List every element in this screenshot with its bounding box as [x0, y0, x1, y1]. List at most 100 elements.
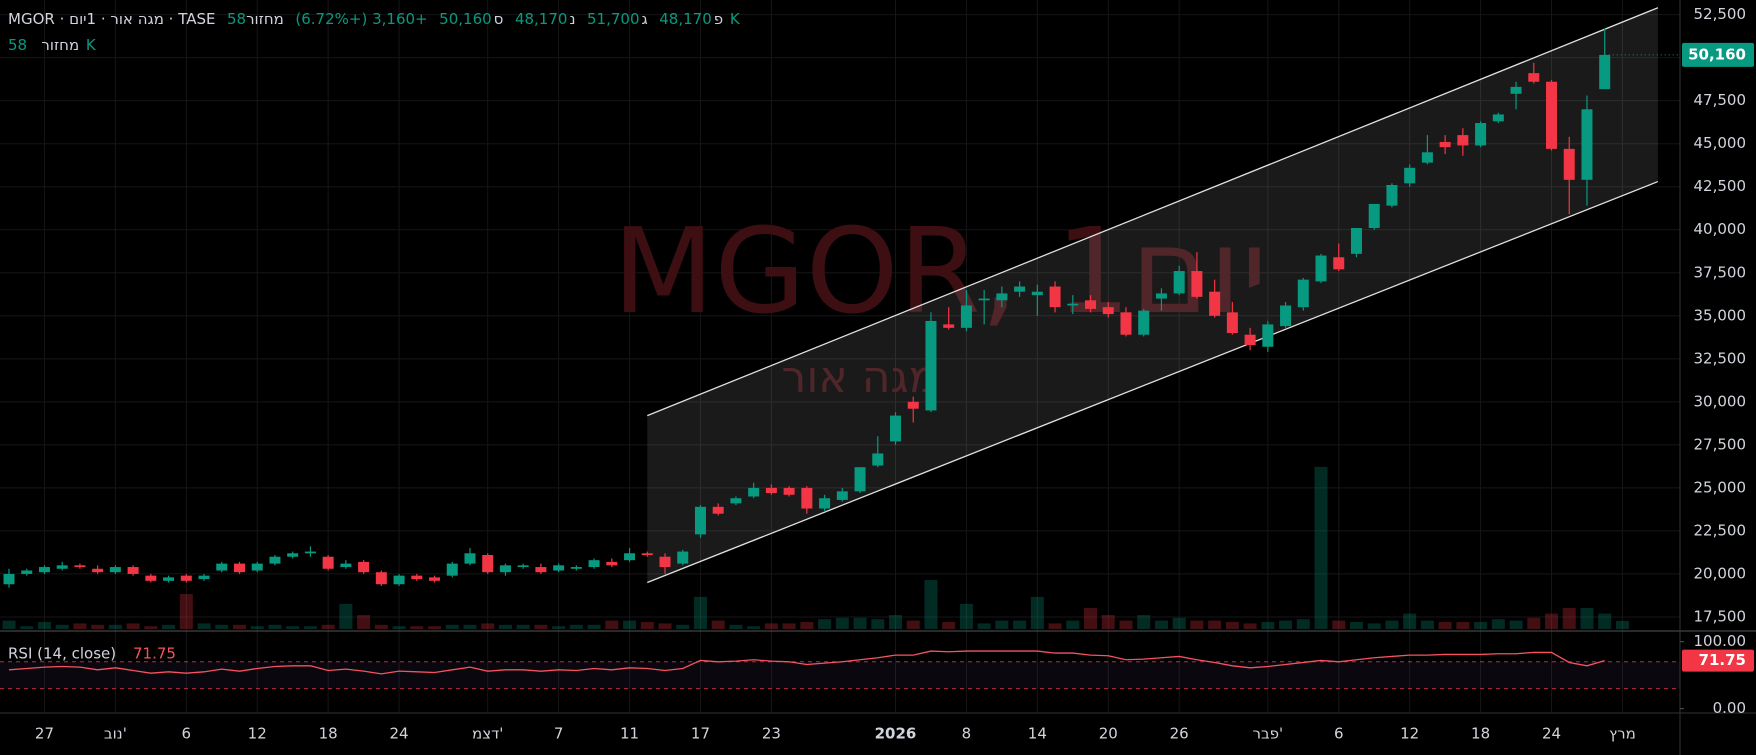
- volume-bar: [481, 623, 495, 629]
- volume-bar: [1066, 620, 1080, 629]
- candle-body: [1421, 152, 1433, 163]
- x-tick-label: 2026: [875, 725, 917, 743]
- volume-bar: [853, 617, 867, 629]
- watermark: MGOR, 1יום: [612, 202, 1267, 340]
- volume-bar: [339, 603, 353, 629]
- volume-bar: [2, 620, 16, 629]
- candle-body: [233, 563, 245, 573]
- candle-body: [499, 565, 511, 573]
- ohlc-value: 48,170: [514, 10, 568, 28]
- volume-bar: [1474, 622, 1488, 629]
- volume-bar: [1279, 620, 1293, 629]
- candle-body: [464, 553, 476, 564]
- volume-bar: [215, 624, 229, 629]
- candle-body: [1528, 73, 1540, 82]
- candle-body: [907, 401, 919, 409]
- rsi-line: [8, 650, 1605, 675]
- volume-bar: [977, 623, 991, 629]
- volume-bar: [1332, 620, 1346, 629]
- candle-body: [1475, 123, 1487, 146]
- x-tick-label: 18: [319, 725, 338, 743]
- volume-bar: [126, 623, 140, 629]
- candle-body: [1014, 286, 1026, 292]
- volume-bar: [1154, 620, 1168, 629]
- candle-body: [553, 565, 565, 571]
- y-tick-label: 30,000: [1694, 392, 1747, 410]
- volume-bar: [959, 603, 973, 629]
- candle-body: [1297, 279, 1309, 308]
- candle-body: [127, 567, 139, 574]
- candle-body: [624, 553, 636, 561]
- watermark-subtitle: מגה אור: [782, 352, 939, 403]
- x-tick-label: 14: [1028, 725, 1047, 743]
- volume-bar: [871, 619, 885, 629]
- candle-body: [411, 575, 423, 580]
- volume-bar: [1580, 608, 1594, 629]
- volume-bar: [1509, 620, 1523, 629]
- volume-bar: [764, 623, 778, 629]
- candle-body: [1546, 81, 1558, 149]
- candle-body: [1333, 257, 1345, 270]
- volume-bar: [1119, 620, 1133, 629]
- candle-body: [996, 293, 1008, 301]
- volume-bar: [428, 626, 442, 629]
- candle-body: [712, 506, 724, 514]
- volume-bar: [995, 620, 1009, 629]
- volume-bar: [1314, 466, 1328, 629]
- candle-body: [1439, 141, 1451, 148]
- candle-body: [765, 487, 777, 494]
- volume-bar: [1598, 613, 1612, 629]
- volume-bar: [676, 624, 690, 629]
- candle-body: [1102, 307, 1114, 315]
- volume-bar: [1527, 617, 1541, 629]
- volume-bar: [658, 623, 672, 629]
- rsi-tick-label: 0.00: [1713, 699, 1746, 717]
- rsi-tag-label: 71.75: [1699, 651, 1746, 669]
- candle-body: [588, 560, 600, 568]
- candle-body: [890, 415, 901, 442]
- candle-body: [482, 555, 494, 573]
- candle-body: [1510, 86, 1522, 94]
- candle-body: [1085, 300, 1097, 309]
- volume-bar: [1491, 619, 1505, 629]
- volume-bar: [942, 622, 956, 629]
- y-tick-label: 22,500: [1694, 521, 1747, 539]
- candle-body: [854, 467, 866, 492]
- x-tick-label: דצמ': [472, 725, 503, 743]
- price-tag-label: 50,160: [1688, 45, 1746, 63]
- volume-bar: [1562, 608, 1576, 629]
- volume-bar: [835, 617, 849, 629]
- x-tick-label: 24: [390, 725, 409, 743]
- candle-body: [1581, 109, 1593, 180]
- candle-body: [1049, 286, 1061, 308]
- candle-body: [1404, 167, 1416, 184]
- volume-bar: [1137, 615, 1151, 629]
- volume-bar: [1261, 622, 1275, 629]
- candle-body: [694, 506, 706, 535]
- candle-body: [322, 556, 334, 569]
- candle-body: [180, 575, 192, 581]
- volume-bar: [800, 622, 814, 629]
- ohlc-value: 50,160: [439, 10, 492, 28]
- candle-body: [1155, 293, 1167, 299]
- candle-body: [1457, 135, 1469, 146]
- symbol: MGOR · מגה אור · 1יום · TASE: [8, 10, 216, 28]
- candle-body: [783, 487, 795, 495]
- volume-bar: [1243, 623, 1257, 629]
- volume-bar: [729, 624, 743, 629]
- volume-bar: [1190, 620, 1204, 629]
- volume-bar: [357, 615, 371, 629]
- candle-body: [198, 575, 210, 580]
- candle-body: [1173, 271, 1185, 294]
- ohlc-label: נ: [569, 10, 576, 28]
- volume-bar: [268, 624, 282, 629]
- candle-body: [1244, 334, 1256, 346]
- volume-bar: [410, 626, 424, 629]
- volume-bar: [1084, 608, 1098, 629]
- x-tick-label: 6: [182, 725, 192, 743]
- volume-bar: [1225, 622, 1239, 629]
- volume-bar: [1013, 620, 1027, 629]
- x-tick-label: 23: [762, 725, 781, 743]
- candle-body: [429, 577, 441, 581]
